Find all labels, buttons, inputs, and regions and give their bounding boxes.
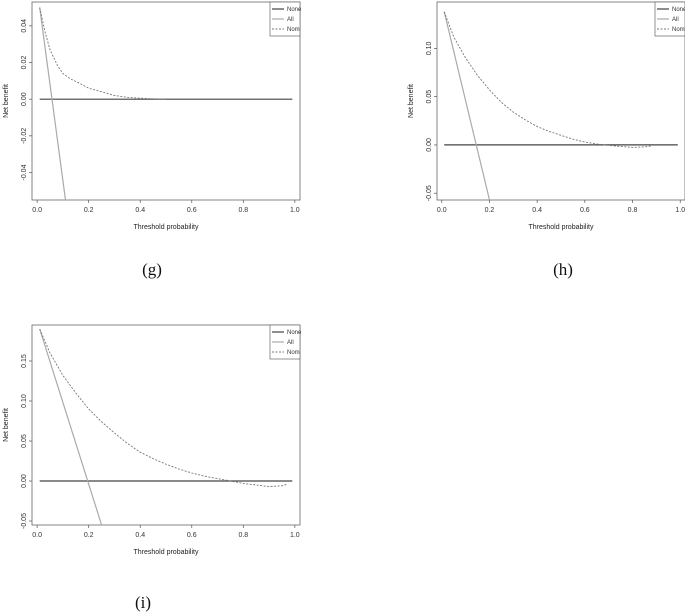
- panel-caption: (g): [142, 260, 162, 279]
- y-tick-label: 0.05: [21, 434, 28, 448]
- series-group: [39, 7, 293, 200]
- series-group: [443, 11, 678, 200]
- plot-frame: [436, 1, 685, 201]
- legend-label: Nom: [672, 27, 685, 33]
- x-tick-label: 0.4: [135, 532, 145, 539]
- x-tick-label: 1.0: [290, 532, 300, 539]
- x-tick-label: 0.8: [628, 207, 638, 214]
- panel-caption: (i): [135, 593, 151, 612]
- plot-frame: [31, 1, 301, 201]
- x-axis-label: Threshold probability: [529, 224, 594, 231]
- x-tick-label: 0.8: [238, 207, 248, 214]
- series-line-all: [39, 328, 103, 525]
- y-tick-label: 0.00: [21, 474, 28, 488]
- x-tick-label: 0.8: [238, 532, 248, 539]
- x-tick-label: 0.2: [84, 532, 94, 539]
- x-tick-label: 0.2: [485, 207, 495, 214]
- legend-label: Nom: [287, 350, 300, 356]
- y-tick-label: 0.02: [21, 56, 28, 70]
- x-tick-label: 0.6: [580, 207, 590, 214]
- legend-label: None: [287, 7, 302, 13]
- x-tick-label: 1.0: [290, 207, 300, 214]
- legend-label: All: [287, 17, 294, 23]
- y-axis-label: Net benefit: [408, 84, 415, 118]
- x-tick-label: 0.6: [187, 532, 197, 539]
- y-axis-label: Net benefit: [3, 84, 10, 118]
- y-tick-label: -0.04: [21, 164, 28, 180]
- x-tick-label: 0.0: [32, 532, 42, 539]
- y-tick-label: 0.05: [426, 90, 433, 104]
- chart-3: 0.0 0.2 0.4 0.6 0.8 1.0 Threshold probability -…: [3, 324, 302, 612]
- plot-frame: [31, 324, 301, 526]
- series-group: [39, 328, 293, 525]
- x-tick-label: 0.2: [84, 207, 94, 214]
- x-tick-label: 0.4: [532, 207, 542, 214]
- chart-2: 0.0 0.2 0.4 0.6 0.8 1.0 Threshold probability -…: [408, 1, 685, 279]
- x-axis-label: Threshold probability: [134, 549, 199, 556]
- x-axis-label: Threshold probability: [134, 224, 199, 231]
- y-tick-label: -0.02: [21, 128, 28, 144]
- legend-label: Nom: [287, 27, 300, 33]
- y-axis-label: Net benefit: [3, 408, 10, 442]
- y-tick-label: 0.15: [21, 354, 28, 368]
- y-tick-label: -0.05: [426, 185, 433, 201]
- chart-1: 0.0 0.2 0.4 0.6 0.8 1.0 Threshold probability -…: [3, 1, 302, 279]
- x-tick-label: 0.4: [135, 207, 145, 214]
- y-tick-label: 0.00: [21, 92, 28, 106]
- legend-label: None: [672, 7, 685, 13]
- series-line-all: [443, 11, 491, 200]
- x-tick-label: 0.6: [187, 207, 197, 214]
- series-line-nom: [39, 7, 167, 100]
- y-tick-label: 0.04: [21, 19, 28, 33]
- x-tick-label: 1.0: [675, 207, 685, 214]
- legend-label: None: [287, 330, 302, 336]
- y-tick-label: 0.00: [426, 138, 433, 152]
- legend-label: All: [287, 340, 294, 346]
- y-tick-label: 0.10: [426, 41, 433, 55]
- x-tick-label: 0.0: [32, 207, 42, 214]
- series-line-nom: [443, 11, 652, 148]
- y-tick-label: -0.05: [21, 513, 28, 529]
- y-tick-label: 0.10: [21, 394, 28, 408]
- series-line-nom: [39, 328, 288, 488]
- series-line-all: [39, 7, 67, 200]
- legend-label: All: [672, 17, 679, 23]
- panel-caption: (h): [553, 260, 573, 279]
- x-tick-label: 0.0: [437, 207, 447, 214]
